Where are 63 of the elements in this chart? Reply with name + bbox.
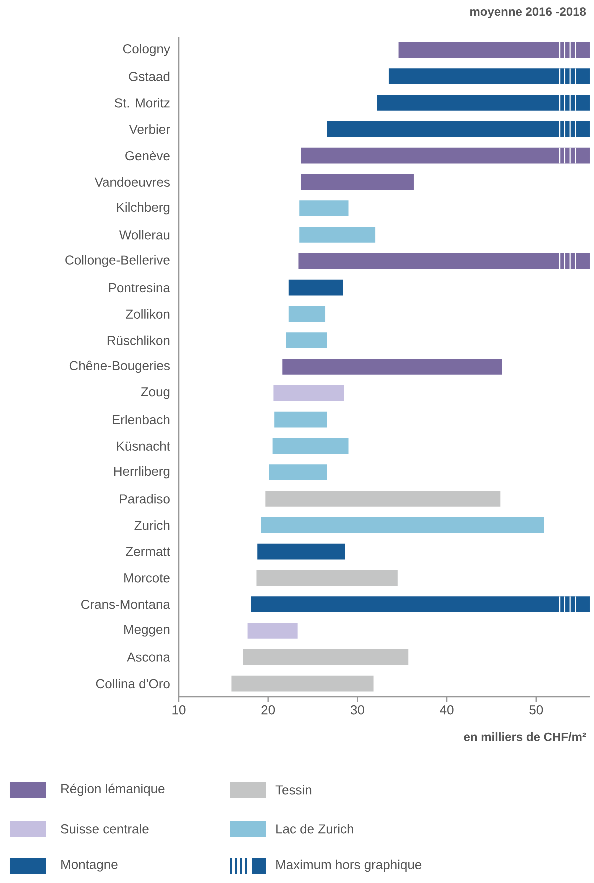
y-tick-label: Zurich (134, 520, 170, 530)
legend-label: Montagne (62, 860, 118, 872)
y-tick-label: Zollikon (126, 309, 170, 319)
bar (327, 121, 590, 138)
y-tick-label: Genève (126, 150, 170, 161)
y-tick-label: Crans-Montana (82, 600, 170, 610)
y-tick-label: St. Moritz (114, 98, 170, 108)
x-tick-label: 50 (530, 706, 544, 715)
legend-label: Lac de Zurich (276, 824, 354, 834)
y-tick-label: Cologny (123, 44, 170, 56)
y-tick-label: Chêne-Bougeries (70, 360, 170, 374)
bar (301, 148, 590, 164)
bar (398, 42, 590, 58)
bar (274, 412, 328, 428)
y-tick-label: Verbier (129, 124, 170, 134)
legend-label: Suisse centrale (61, 824, 149, 834)
x-tick-label: 40 (440, 706, 454, 715)
y-tick-label: Erlenbach (112, 415, 170, 425)
y-tick-label: Morcote (124, 574, 170, 583)
y-tick-label: Paradiso (120, 494, 170, 504)
y-tick-label: Vandoeuvres (94, 177, 170, 187)
bar (243, 649, 409, 666)
y-tick-label: Collonge-Bellerive (66, 255, 170, 268)
bar (232, 676, 374, 692)
bar (261, 517, 544, 534)
bar (377, 95, 590, 111)
chart-title: moyenne 2016 -2018 (470, 8, 586, 18)
y-tick-label: Herrliberg (114, 466, 170, 479)
bar (248, 623, 298, 639)
bar (288, 306, 326, 322)
bar (282, 359, 502, 375)
bar (300, 200, 349, 217)
y-tick-label: Gstaad (129, 72, 170, 82)
bar (251, 596, 590, 613)
y-tick-label: Zermatt (126, 547, 170, 556)
y-tick-label: Collina d'Oro (96, 679, 170, 689)
bar (298, 253, 590, 270)
y-tick-label: Zoug (141, 388, 170, 400)
y-tick-label: Meggen (124, 625, 170, 637)
bar (288, 280, 344, 296)
bar (269, 464, 328, 481)
y-tick-label: Küsnacht (117, 441, 170, 451)
x-axis-title: en milliers de CHF/m² (464, 732, 586, 742)
x-tick-label: 10 (172, 706, 186, 715)
y-tick-label: Rüschlikon (108, 336, 170, 346)
legend-label: Région lémanique (62, 784, 165, 796)
y-tick-label: Wollerau (119, 230, 170, 240)
text: Maximum hors graphique (276, 860, 422, 872)
y-tick-label: Ascona (127, 652, 170, 662)
y-tick-label: Pontresina (109, 283, 170, 293)
y-tick-label: Kilchberg (117, 202, 170, 215)
bar (256, 570, 398, 586)
bar (388, 68, 590, 85)
x-tick-label: 20 (262, 706, 276, 715)
bar (266, 491, 501, 507)
bar (300, 227, 376, 243)
legend-label: Tessin (276, 785, 312, 795)
bar (274, 385, 344, 402)
bar (286, 332, 328, 349)
bar (301, 174, 414, 190)
bar (272, 438, 349, 454)
x-tick-label: 30 (350, 706, 364, 715)
bar (258, 544, 346, 560)
